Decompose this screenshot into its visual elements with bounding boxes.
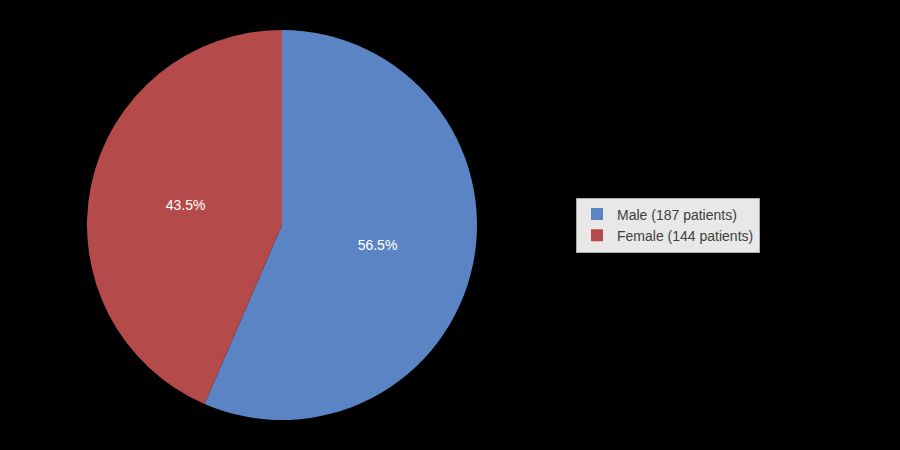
svg-text:43.5%: 43.5% [166, 197, 206, 213]
svg-text:Male (187 patients): Male (187 patients) [617, 207, 737, 223]
svg-text:Female (144 patients): Female (144 patients) [617, 228, 753, 244]
svg-text:56.5%: 56.5% [358, 237, 398, 253]
